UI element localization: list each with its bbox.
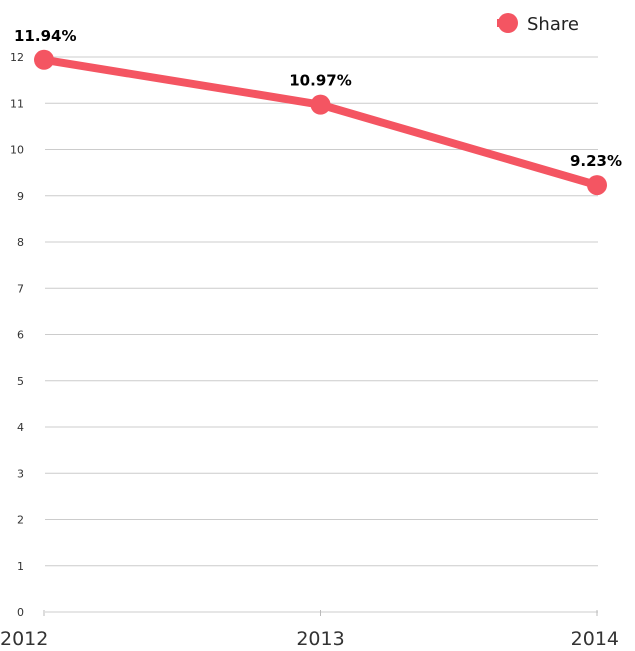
y-tick-label: 9: [17, 190, 24, 203]
y-tick-label: 6: [17, 329, 24, 342]
legend-dot-marker: [498, 13, 518, 33]
y-tick-label: 2: [17, 514, 24, 527]
y-tick-label: 10: [10, 144, 24, 157]
y-tick-label: 12: [10, 51, 24, 64]
data-point: [587, 175, 607, 196]
legend: Share: [497, 13, 579, 35]
x-tick-label: 2014: [571, 628, 619, 650]
y-tick-label: 4: [17, 421, 24, 434]
y-tick-label: 11: [10, 97, 24, 110]
y-tick-label: 3: [17, 467, 24, 480]
x-tick-label: 2012: [0, 628, 48, 650]
data-label: 9.23%: [570, 152, 622, 170]
data-label: 11.94%: [14, 27, 76, 45]
data-label: 10.97%: [289, 72, 351, 90]
y-tick-label: 0: [17, 606, 24, 619]
y-tick-label: 1: [17, 560, 24, 573]
x-axis-ticks: 2012 2013 2014: [0, 610, 619, 650]
y-tick-label: 5: [17, 375, 24, 388]
legend-label: Share: [527, 14, 579, 35]
data-point: [310, 94, 331, 115]
data-labels: 11.94% 10.97% 9.23%: [14, 27, 622, 170]
y-tick-label: 8: [17, 236, 24, 249]
series-share: [34, 49, 607, 196]
y-tick-label: 7: [17, 282, 24, 295]
x-tick-label: 2013: [296, 628, 344, 650]
data-point: [34, 49, 54, 70]
grid-lines: [45, 56, 598, 613]
